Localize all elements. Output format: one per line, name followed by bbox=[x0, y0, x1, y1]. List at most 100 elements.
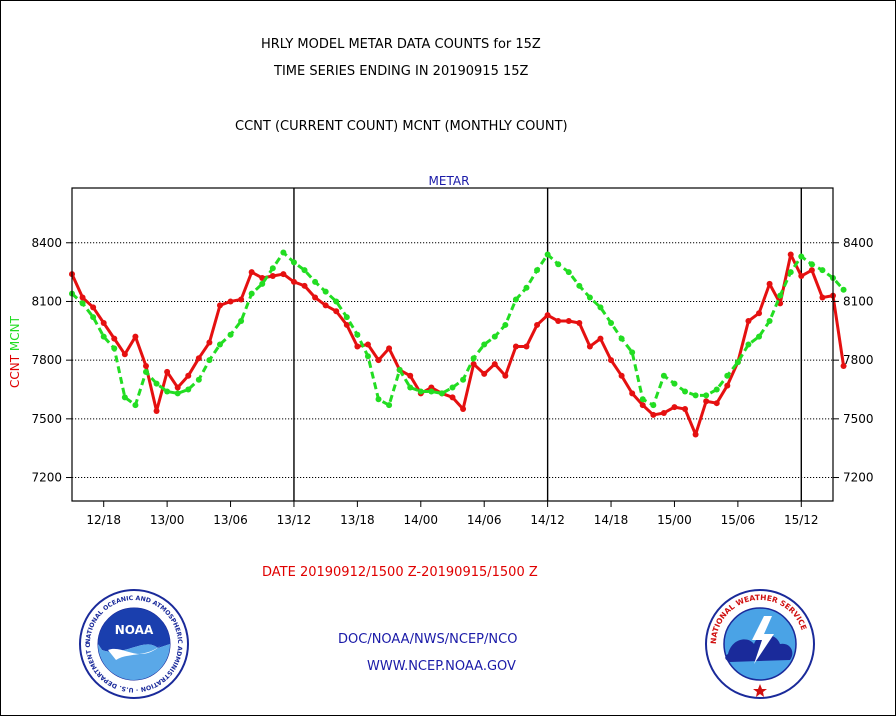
data-point-ccnt bbox=[692, 431, 699, 438]
data-point-mcnt bbox=[174, 390, 181, 397]
data-point-ccnt bbox=[216, 302, 223, 309]
data-point-mcnt bbox=[79, 300, 86, 307]
data-point-mcnt bbox=[407, 384, 414, 391]
data-point-ccnt bbox=[756, 310, 763, 317]
data-point-mcnt bbox=[460, 376, 467, 383]
data-point-mcnt bbox=[703, 392, 710, 399]
data-point-mcnt bbox=[523, 284, 530, 291]
data-point-mcnt bbox=[639, 396, 646, 403]
data-point-ccnt bbox=[576, 319, 583, 326]
data-point-ccnt bbox=[375, 357, 382, 364]
data-point-ccnt bbox=[745, 318, 752, 325]
data-point-ccnt bbox=[481, 370, 488, 377]
metar-chart: 7200 7200 7500 7500 7800 7800 8100 8100 8400 8400… bbox=[8, 174, 874, 527]
data-point-ccnt bbox=[333, 308, 340, 315]
data-point-ccnt bbox=[565, 318, 572, 325]
data-point-mcnt bbox=[428, 388, 435, 395]
data-point-mcnt bbox=[100, 333, 107, 340]
data-point-mcnt bbox=[597, 304, 604, 311]
chart-title-line2: TIME SERIES ENDING IN 20190915 15Z bbox=[274, 64, 529, 79]
data-point-mcnt bbox=[840, 286, 847, 293]
data-point-ccnt bbox=[185, 372, 192, 379]
y-tick-label-left: 7800 bbox=[31, 353, 62, 367]
nws-logo: NATIONAL WEATHER SERVICE bbox=[705, 589, 815, 699]
data-point-ccnt bbox=[449, 394, 456, 401]
data-point-mcnt bbox=[713, 386, 720, 393]
data-point-ccnt bbox=[523, 343, 530, 350]
data-point-ccnt bbox=[534, 321, 541, 328]
data-point-ccnt bbox=[364, 341, 371, 348]
data-point-mcnt bbox=[90, 314, 97, 321]
data-point-mcnt bbox=[375, 396, 382, 403]
data-point-ccnt bbox=[671, 404, 678, 411]
data-point-ccnt bbox=[502, 372, 509, 379]
data-point-ccnt bbox=[280, 271, 287, 278]
data-point-ccnt bbox=[608, 357, 615, 364]
x-tick-label: 13/00 bbox=[150, 513, 185, 527]
data-point-mcnt bbox=[386, 402, 393, 409]
data-point-ccnt bbox=[132, 333, 139, 340]
y-axis-label-ccnt: CCNT bbox=[8, 354, 22, 388]
data-point-ccnt bbox=[618, 372, 625, 379]
data-point-mcnt bbox=[491, 333, 498, 340]
data-point-ccnt bbox=[90, 304, 97, 311]
y-tick-label-left: 7500 bbox=[31, 412, 62, 426]
data-point-mcnt bbox=[396, 366, 403, 373]
data-point-mcnt bbox=[534, 267, 541, 274]
data-point-mcnt bbox=[280, 249, 287, 256]
y-tick-label-right: 8100 bbox=[843, 294, 874, 308]
series-line-ccnt bbox=[70, 253, 846, 436]
data-point-ccnt bbox=[121, 351, 128, 358]
x-tick-label: 13/18 bbox=[340, 513, 375, 527]
data-point-mcnt bbox=[121, 394, 128, 401]
y-tick-label-right: 7200 bbox=[843, 471, 874, 485]
y-tick-label-left: 8400 bbox=[31, 236, 62, 250]
data-point-ccnt bbox=[597, 335, 604, 342]
data-point-mcnt bbox=[322, 288, 329, 295]
data-point-mcnt bbox=[734, 359, 741, 366]
data-point-ccnt bbox=[660, 409, 667, 416]
data-point-ccnt bbox=[100, 319, 107, 326]
noaa-logo-label: NOAA bbox=[115, 623, 154, 637]
data-point-ccnt bbox=[195, 355, 202, 362]
data-point-ccnt bbox=[206, 339, 213, 346]
y-axis-label: CCNT MCNT bbox=[8, 315, 22, 388]
grid-lines bbox=[72, 242, 833, 479]
data-point-ccnt bbox=[269, 273, 276, 280]
data-point-ccnt bbox=[650, 411, 657, 418]
data-point-ccnt bbox=[819, 294, 826, 301]
data-point-ccnt bbox=[142, 363, 149, 370]
y-tick-label-right: 7800 bbox=[843, 353, 874, 367]
data-point-mcnt bbox=[756, 333, 763, 340]
data-point-mcnt bbox=[660, 372, 667, 379]
data-point-ccnt bbox=[840, 363, 847, 370]
x-tick-label: 14/06 bbox=[467, 513, 502, 527]
data-point-mcnt bbox=[312, 278, 319, 285]
data-point-ccnt bbox=[301, 282, 308, 289]
data-point-mcnt bbox=[724, 372, 731, 379]
data-point-mcnt bbox=[608, 319, 615, 326]
data-point-mcnt bbox=[481, 341, 488, 348]
data-point-ccnt bbox=[460, 406, 467, 413]
data-point-ccnt bbox=[354, 343, 361, 350]
plot-area-border bbox=[71, 187, 834, 502]
data-point-mcnt bbox=[512, 296, 519, 303]
data-point-mcnt bbox=[819, 267, 826, 274]
data-point-mcnt bbox=[586, 294, 593, 301]
data-point-ccnt bbox=[491, 361, 498, 368]
data-point-ccnt bbox=[322, 302, 329, 309]
data-point-ccnt bbox=[639, 402, 646, 409]
data-point-mcnt bbox=[343, 314, 350, 321]
y-tick-label-right: 8400 bbox=[843, 236, 874, 250]
data-point-ccnt bbox=[79, 294, 86, 301]
data-point-ccnt bbox=[238, 296, 245, 303]
data-point-mcnt bbox=[111, 345, 118, 352]
data-point-ccnt bbox=[248, 269, 255, 276]
x-tick-label: 14/18 bbox=[594, 513, 629, 527]
data-point-ccnt bbox=[555, 318, 562, 325]
data-point-ccnt bbox=[470, 361, 477, 368]
x-tick-label: 13/12 bbox=[277, 513, 312, 527]
data-point-ccnt bbox=[703, 398, 710, 405]
data-point-ccnt bbox=[798, 273, 805, 280]
data-point-ccnt bbox=[682, 406, 689, 413]
